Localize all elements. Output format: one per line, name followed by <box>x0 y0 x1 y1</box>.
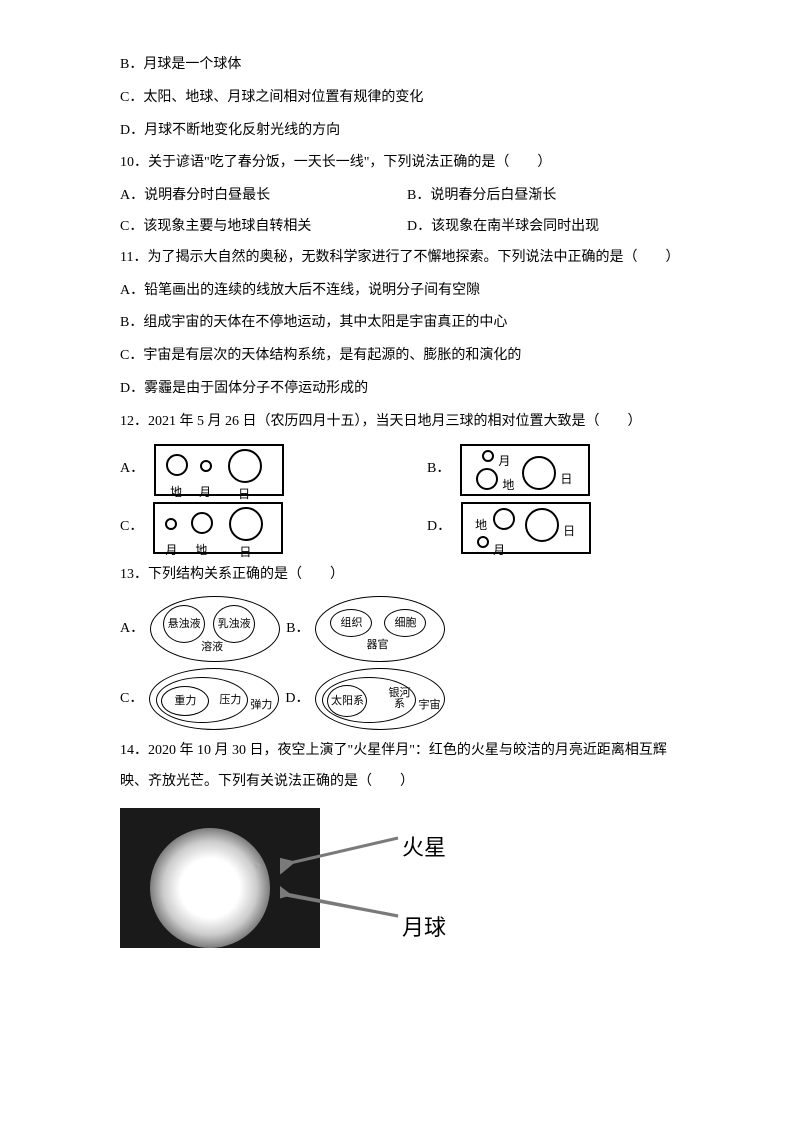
q9-option-d: D．月球不断地变化反射光线的方向 <box>120 116 694 147</box>
q13-label-b: B． <box>286 614 309 645</box>
q12-option-a: A． 地 月 日 <box>120 444 387 496</box>
q10-stem: 10．关于谚语"吃了春分饭，一天长一线"，下列说法正确的是（ ） <box>120 148 694 179</box>
q12-label-c: C． <box>120 512 143 543</box>
q11-stem: 11．为了揭示大自然的奥秘，无数科学家进行了不懈地探索。下列说法中正确的是（ ） <box>120 243 694 274</box>
q11-option-a: A．铅笔画出的连续的线放大后不连线，说明分子间有空隙 <box>120 276 694 307</box>
q12-option-b: B． 月 地 日 <box>427 444 694 496</box>
q13-option-a: A． 悬浊液 乳浊液 溶液 <box>120 596 280 662</box>
q13-option-d: D． 太阳系 银河系 宇宙 <box>285 668 445 730</box>
q13-label-d: D． <box>285 684 309 715</box>
q13-stem: 13．下列结构关系正确的是（ ） <box>120 560 694 591</box>
q11-option-b: B．组成宇宙的天体在不停地运动，其中太阳是宇宙真正的中心 <box>120 308 694 339</box>
q11-option-d: D．雾霾是由于固体分子不停运动形成的 <box>120 374 694 405</box>
q13-option-c: C． 重力 压力 弹力 <box>120 668 279 730</box>
q13-label-c: C． <box>120 684 143 715</box>
q13-diagram-a: 悬浊液 乳浊液 溶液 <box>150 596 280 662</box>
q14-annotations: 火星 月球 <box>320 808 520 948</box>
q10-option-b: B．说明春分后白昼渐长 <box>407 181 694 212</box>
q12-stem: 12．2021 年 5 月 26 日（农历四月十五），当天日地月三球的相对位置大… <box>120 407 694 438</box>
q10-option-d: D．该现象在南半球会同时出现 <box>407 212 694 243</box>
q12-option-c: C． 月 地 日 <box>120 502 387 554</box>
q12-diagram-b: 月 地 日 <box>460 444 590 496</box>
q13-diagram-d: 太阳系 银河系 宇宙 <box>315 668 445 730</box>
q12-label-a: A． <box>120 454 144 485</box>
q13-diagram-b: 组织 细胞 器官 <box>315 596 445 662</box>
q13-label-a: A． <box>120 614 144 645</box>
q14-label-mars: 火星 <box>402 824 446 872</box>
q12-option-d: D． 地 日 月 <box>427 502 694 554</box>
q14-figure: 火星 月球 <box>120 808 694 948</box>
q12-label-b: B． <box>427 454 450 485</box>
q14-stem: 14．2020 年 10 月 30 日，夜空上演了"火星伴月"：红色的火星与皎洁… <box>120 736 694 798</box>
q9-option-c: C．太阳、地球、月球之间相对位置有规律的变化 <box>120 83 694 114</box>
q12-diagram-c: 月 地 日 <box>153 502 283 554</box>
q10-option-c: C．该现象主要与地球自转相关 <box>120 212 407 243</box>
q13-option-b: B． 组织 细胞 器官 <box>286 596 445 662</box>
q10-option-a: A．说明春分时白昼最长 <box>120 181 407 212</box>
q12-diagram-d: 地 日 月 <box>461 502 591 554</box>
q14-label-moon: 月球 <box>402 904 446 952</box>
q12-label-d: D． <box>427 512 451 543</box>
q11-option-c: C．宇宙是有层次的天体结构系统，是有起源的、膨胀的和演化的 <box>120 341 694 372</box>
q13-diagram-c: 重力 压力 弹力 <box>149 668 279 730</box>
q12-diagram-a: 地 月 日 <box>154 444 284 496</box>
q9-option-b: B．月球是一个球体 <box>120 50 694 81</box>
